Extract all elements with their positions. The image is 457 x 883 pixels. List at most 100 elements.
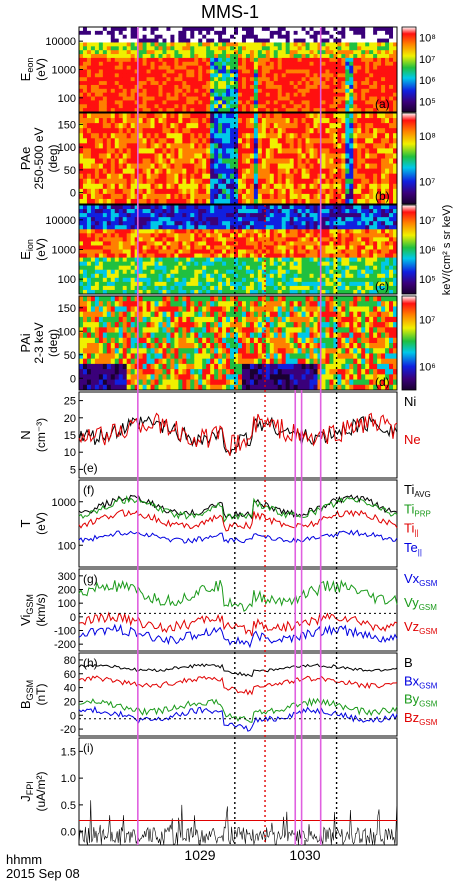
spectrogram-cell [226,118,231,124]
spectrogram-cell [150,148,155,154]
spectrogram-cell [134,34,140,39]
spectrogram-cell [369,118,374,124]
spectrogram-cell [265,38,271,43]
spectrogram-cell [305,281,310,287]
spectrogram-cell [341,30,346,36]
spectrogram-cell [393,213,398,218]
spectrogram-cell [178,50,183,55]
spectrogram-cell [86,257,92,263]
spectrogram-cell [249,153,255,159]
spectrogram-cell [210,241,215,246]
spectrogram-cell [102,34,108,39]
spectrogram-cell [150,285,155,291]
spectrogram-cell [389,65,394,70]
spectrogram-cell [393,77,398,82]
spectrogram-cell [373,148,378,154]
spectrogram-cell [150,38,155,43]
spectrogram-cell [353,128,358,134]
spectrogram-cell [393,217,398,222]
spectrogram-cell [102,168,108,175]
spectrogram-cell [202,128,207,134]
spectrogram-cell [79,128,84,134]
spectrogram-cell [349,237,354,242]
spectrogram-cell [313,237,318,242]
spectrogram-cell [186,285,191,291]
spectrogram-cell [174,158,179,164]
spectrogram-cell [222,143,227,149]
spectrogram-cell [361,237,366,242]
spectrogram-cell [190,50,195,55]
spectrogram-cell [377,96,382,101]
spectrogram-cell [389,96,394,101]
spectrogram-cell [210,123,215,129]
spectrogram-cell [377,225,382,230]
spectrogram-cell [257,81,263,86]
spectrogram-cell [253,81,259,86]
spectrogram-cell [353,27,358,32]
spectrogram-cell [393,221,398,226]
spectrogram-cell [241,229,247,234]
spectrogram-cell [162,233,167,238]
spectrogram-cell [182,205,187,210]
spectrogram-cell [381,198,386,205]
spectrogram-cell [293,138,299,144]
spectrogram-cell [202,229,207,234]
spectrogram-cell [257,173,263,180]
spectrogram-cell [253,69,259,74]
spectrogram-cell [206,225,211,230]
spectrogram-cell [253,118,259,124]
spectrogram-cell [321,81,326,86]
spectrogram-cell [214,209,219,214]
spectrogram-cell [218,265,223,271]
spectrogram-cell [114,69,120,74]
spectrogram-cell [98,128,104,134]
spectrogram-cell [293,249,299,254]
spectrogram-cell [90,277,96,283]
spectrogram-cell [241,57,247,63]
spectrogram-cell [126,138,132,144]
spectrogram-cell [82,343,88,349]
spectrogram-cell [325,57,330,63]
spectrogram-cell [365,27,370,32]
spectrogram-cell [110,57,116,63]
figure-title: MMS-1 [201,2,259,22]
spectrogram-cell [158,178,163,185]
spectrogram-cell [293,57,299,63]
spectrogram-cell [381,173,386,180]
spectrogram-cell [114,249,120,254]
spectrogram-cell [230,104,235,109]
spectrogram-cell [106,92,112,97]
spectrogram-cell [281,273,287,279]
spectrogram-cell [253,30,259,36]
spectrogram-cell [198,81,203,86]
spectrogram-cell [317,249,322,254]
spectrogram-cell [353,113,358,119]
spectrogram-cell [194,81,199,86]
spectrogram-cell [170,118,175,124]
spectrogram-cell [357,269,362,275]
spectrogram-cell [218,96,223,101]
spectrogram-cell [361,261,366,267]
spectrogram-cell [202,277,207,283]
spectrogram-cell [118,168,124,175]
spectrogram-cell [134,108,140,113]
spectrogram-cell [393,233,398,238]
spectrogram-cell [309,205,314,210]
spectrogram-cell [393,108,398,113]
spectrogram-cell [349,241,354,246]
spectrogram-cell [130,249,136,254]
spectrogram-cell [277,133,283,139]
spectrogram-cell [82,363,88,370]
spectrogram-cell [234,241,239,246]
spectrogram-cell [253,34,259,39]
spectrogram-cell [393,205,398,210]
spectrogram-cell [218,188,223,195]
spectrogram-cell [365,128,370,134]
spectrogram-cell [110,138,116,144]
spectrogram-cell [277,277,283,283]
spectrogram-cell [277,237,283,242]
spectrogram-cell [289,104,295,109]
spectrogram-cell [321,245,326,250]
spectrogram-cell [214,100,219,105]
spectrogram-cell [210,163,215,170]
